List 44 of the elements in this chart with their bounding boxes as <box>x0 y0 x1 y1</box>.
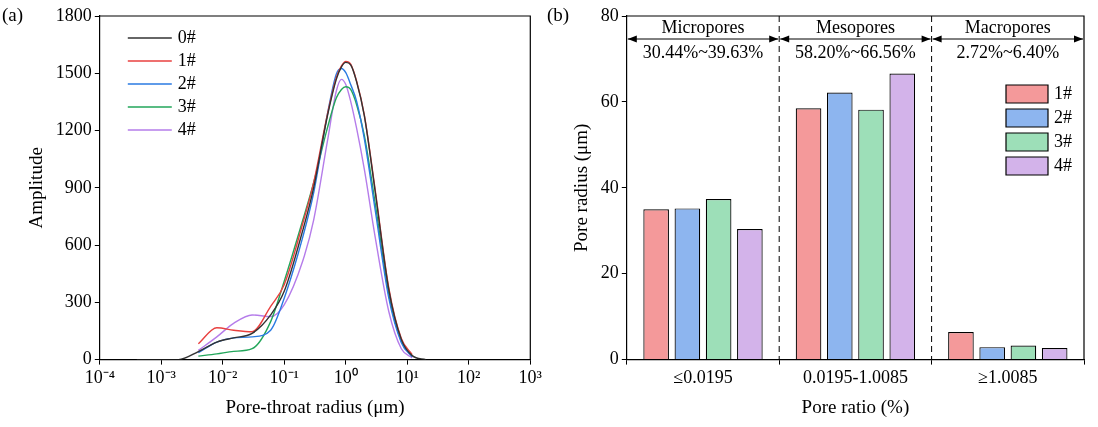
x-tick-label: 10³ <box>518 367 543 388</box>
y-tick-label: 900 <box>64 176 92 197</box>
annotation: 30.44%~39.63% <box>642 41 764 62</box>
y-tick-label: 60 <box>600 90 619 111</box>
y-tick-label: 20 <box>600 262 619 283</box>
legend-label: 3# <box>1054 130 1072 151</box>
x-tick-label: 0.0195-1.0085 <box>802 367 908 388</box>
y-tick-label: 1500 <box>55 62 92 82</box>
annotation: Mesopores <box>815 16 895 37</box>
legend-label: 2# <box>177 72 196 93</box>
legend-label: 4# <box>1054 154 1072 175</box>
x-tick-label: 10¹ <box>395 367 419 388</box>
legend-label: 2# <box>1054 106 1072 127</box>
annotation: 58.20%~66.56% <box>795 41 916 62</box>
y-tick-label: 300 <box>64 291 92 312</box>
y-axis-title: Pore radius (μm) <box>570 123 593 252</box>
annotation: Macropores <box>964 16 1051 37</box>
x-axis-title: Pore-throat radius (μm) <box>225 395 405 418</box>
y-axis-title: Amplitude <box>25 147 47 229</box>
x-tick-label: 10⁻⁴ <box>84 367 115 388</box>
y-tick-label: 600 <box>64 233 92 254</box>
y-tick-label: 40 <box>600 176 619 197</box>
annotation: Micropores <box>661 16 745 37</box>
x-tick-label: ≤0.0195 <box>673 367 733 388</box>
x-tick-label: 10⁻² <box>208 367 238 388</box>
y-tick-label: 0 <box>609 348 619 369</box>
x-tick-label: 10² <box>457 367 481 388</box>
legend-label: 0# <box>177 26 196 47</box>
chart-title: (b) <box>547 4 570 26</box>
y-tick-label: 1800 <box>55 4 92 25</box>
y-tick-label: 80 <box>600 4 619 25</box>
legend-label: 3# <box>177 95 196 116</box>
x-tick-label: 10⁻¹ <box>269 367 299 388</box>
chart-title: (a) <box>2 4 24 26</box>
legend-label: 1# <box>177 49 196 70</box>
x-tick-label: ≥1.0085 <box>978 367 1038 388</box>
legend-label: 1# <box>1054 82 1072 103</box>
x-tick-label: 10⁰ <box>333 367 358 388</box>
annotation: 2.72%~6.40% <box>956 41 1060 62</box>
x-axis-title: Pore ratio (%) <box>801 395 910 418</box>
y-tick-label: 0 <box>82 348 92 369</box>
x-tick-label: 10⁻³ <box>146 367 177 388</box>
y-tick-label: 1200 <box>55 119 92 140</box>
legend-label: 4# <box>177 118 196 139</box>
